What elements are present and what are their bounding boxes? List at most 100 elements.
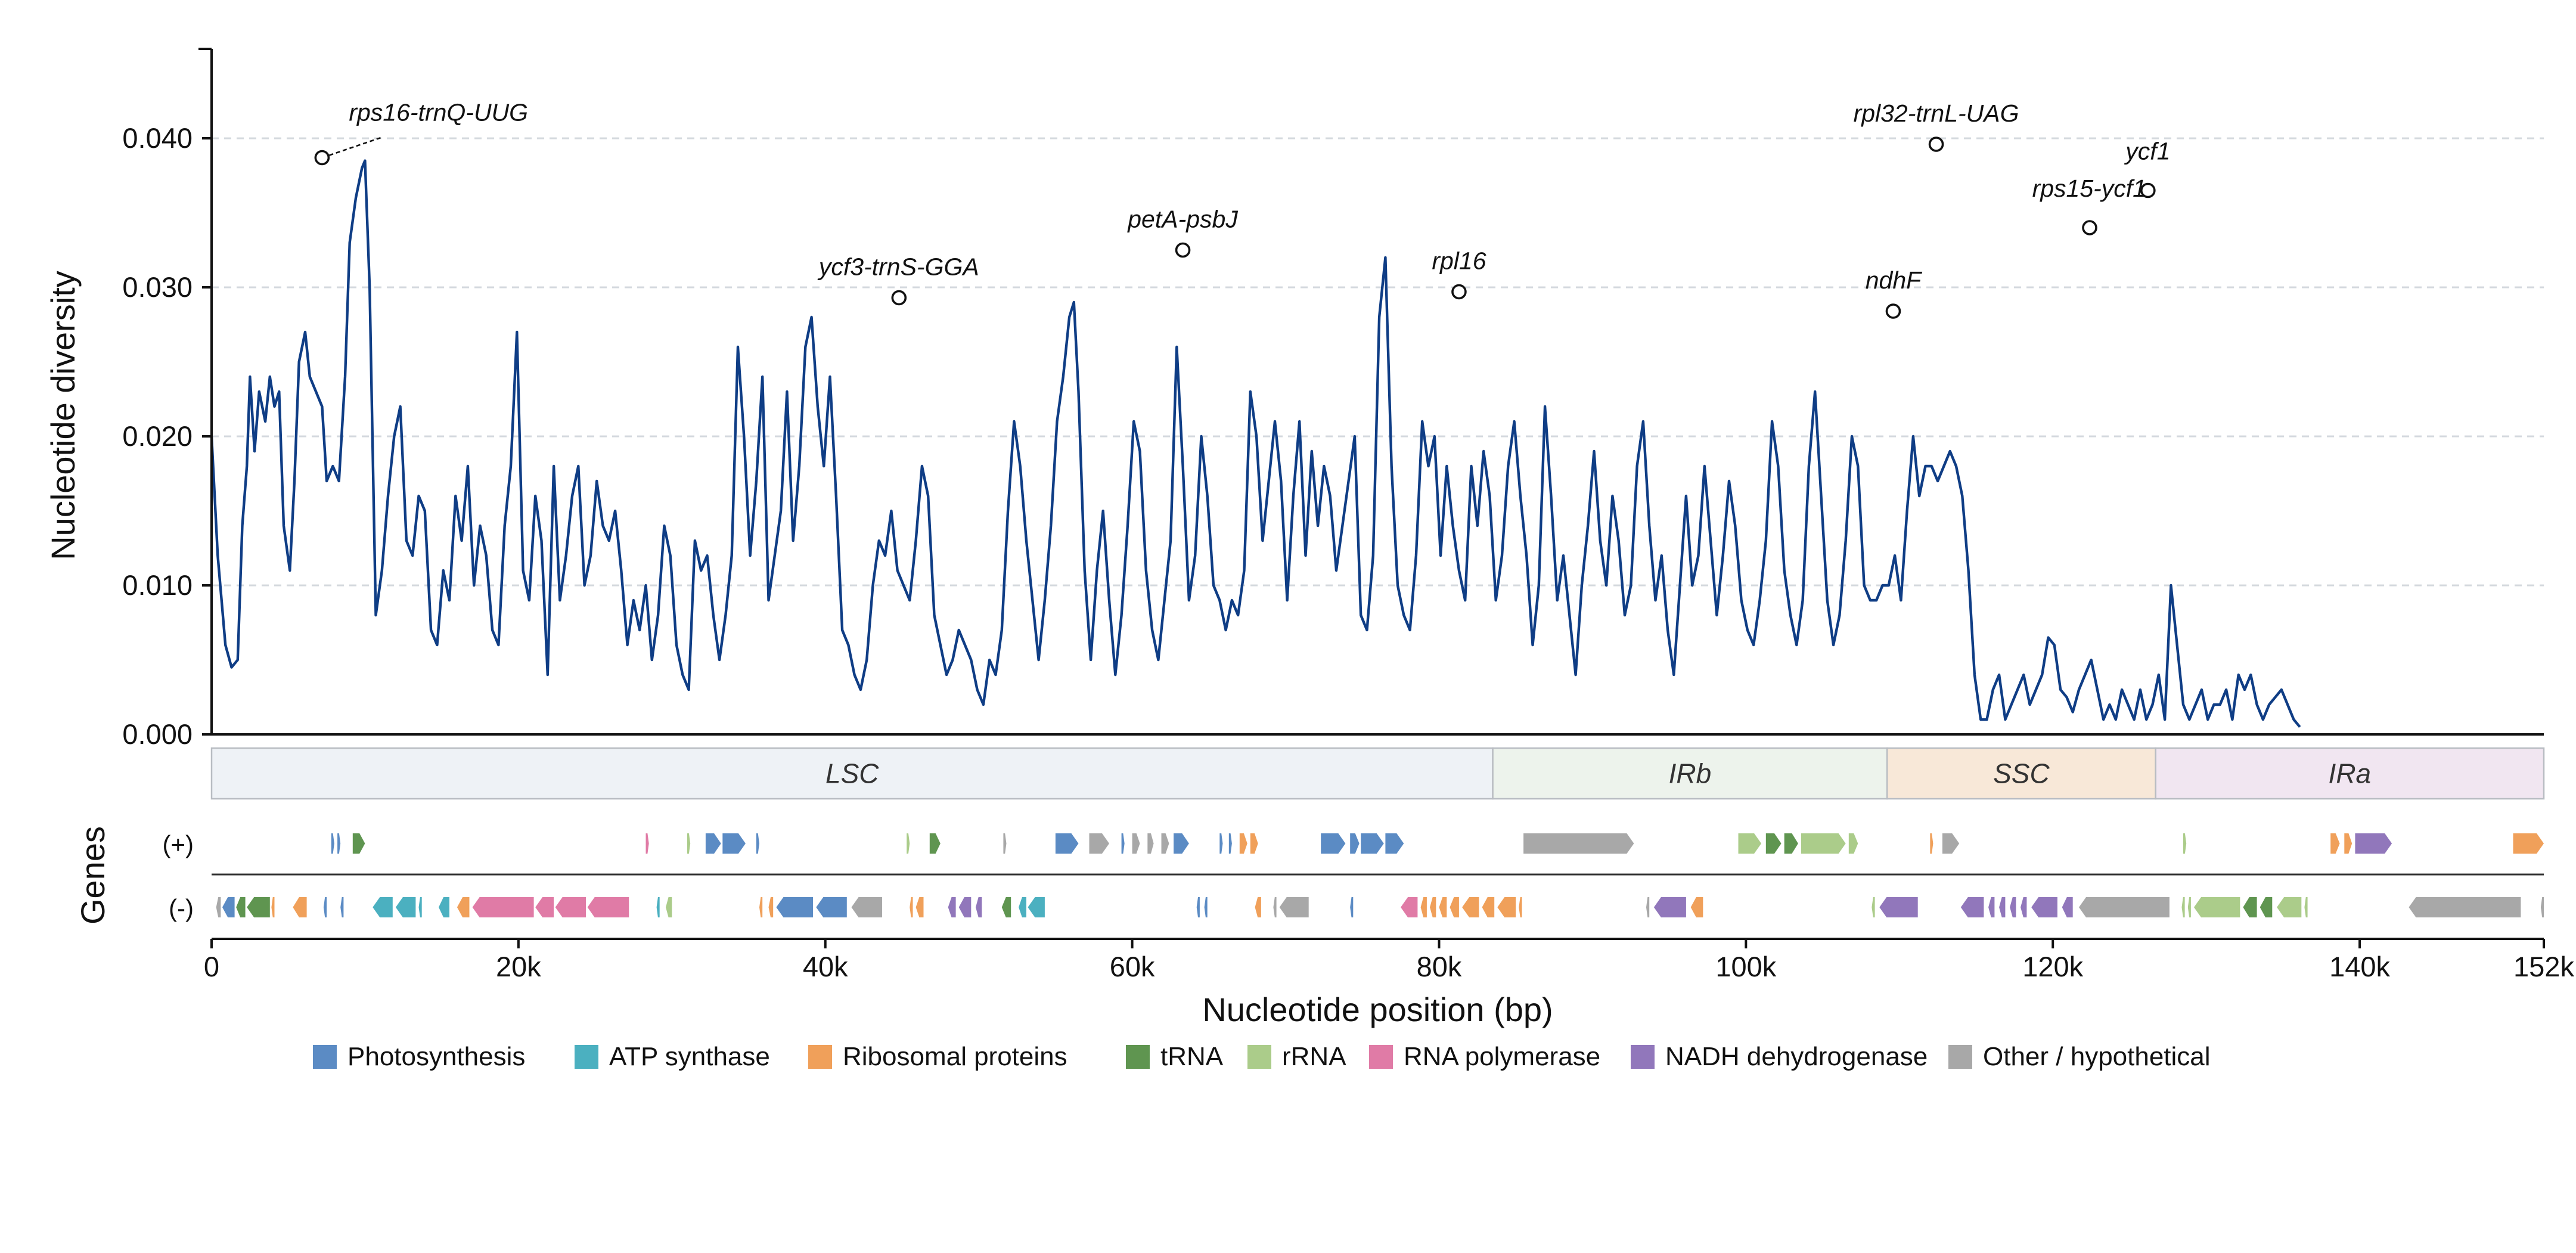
minus-strand-gene <box>2304 897 2308 917</box>
diversity-line-layer <box>210 159 2301 728</box>
genome-region-bar: LSC IRb SSC IRa <box>210 747 2545 800</box>
minus-strand-gene <box>2243 897 2257 917</box>
plus-strand-gene <box>1523 833 1634 854</box>
peak-label: ycf1 <box>2124 138 2170 165</box>
minus-strand-gene <box>1273 897 1277 917</box>
peak-marker <box>1451 284 1467 300</box>
minus-strand-label: (-) <box>169 894 194 922</box>
peak-leader-line <box>328 137 382 156</box>
minus-strand-gene <box>395 897 416 917</box>
minus-strand-gene <box>1255 897 1261 917</box>
peak-annotations: rps16-trnQ-UUG ycf3-trnS-GGA petA-psbJ rpl1… <box>314 99 2170 319</box>
plus-strand-gene <box>1161 833 1169 854</box>
plus-strand-gene <box>1321 833 1346 854</box>
plus-strand-gene <box>907 833 910 854</box>
legend-swatch <box>1247 1045 1271 1069</box>
minus-strand-gene <box>1960 897 1984 917</box>
plus-strand-gene <box>331 833 334 854</box>
region-ira <box>2155 747 2545 800</box>
plus-strand-gene <box>1003 833 1007 854</box>
legend-label: ATP synthase <box>609 1042 770 1071</box>
minus-strand-gene <box>1497 897 1516 917</box>
plus-strand-gene <box>1228 833 1232 854</box>
plus-strand-gene <box>1942 833 1960 854</box>
minus-strand-gene <box>2181 897 2185 917</box>
minus-strand-gene <box>1690 897 1703 917</box>
minus-strand-gene <box>1646 897 1650 917</box>
peak-label: ycf3-trnS-GGA <box>817 253 979 281</box>
minus-strand-gene <box>222 897 235 917</box>
region-ssc <box>1886 747 2156 800</box>
minus-strand-gene <box>2079 897 2170 917</box>
plus-strand-gene <box>1174 833 1189 854</box>
plus-strand-gene <box>705 833 721 854</box>
plus-strand-gene <box>2344 833 2352 854</box>
peak-marker <box>1885 303 1901 319</box>
legend-label: tRNA <box>1160 1042 1224 1071</box>
plus-strand-gene <box>645 833 649 854</box>
x-tick-label: 40k <box>803 951 848 982</box>
minus-strand-gene <box>915 897 924 917</box>
plus-strand-gene <box>2183 833 2187 854</box>
x-tick-label: 152k <box>2513 951 2574 982</box>
plus-strand-gene <box>929 833 941 854</box>
minus-strand-gene <box>948 897 956 917</box>
minus-strand-gene <box>535 897 554 917</box>
x-tick-label: 140k <box>2329 951 2390 982</box>
plus-strand-gene <box>1147 833 1154 854</box>
minus-strand-gene <box>2187 897 2191 917</box>
region-label: IRa <box>2329 758 2372 789</box>
y-tick-label: 0.030 <box>122 271 193 303</box>
peak-label: rpl16 <box>1432 247 1486 275</box>
minus-strand-gene <box>236 897 246 917</box>
x-tick-label: 60k <box>1110 951 1155 982</box>
plus-strand-gene <box>1738 833 1762 854</box>
minus-strand-gene <box>816 897 847 917</box>
x-tick-label: 80k <box>1417 951 1462 982</box>
minus-strand-gene <box>1450 897 1459 917</box>
plus-strand-gene <box>337 833 341 854</box>
gridlines <box>212 137 2544 587</box>
minus-strand-gene <box>1420 897 1427 917</box>
peak-label: rpl32-trnL-UAG <box>1854 100 2019 127</box>
peak-label: rps15-ycf1 <box>2032 175 2146 202</box>
legend-label: Other / hypothetical <box>1983 1042 2211 1071</box>
minus-strand-gene <box>1430 897 1436 917</box>
plus-strand-gene <box>1219 833 1223 854</box>
minus-strand-gene <box>587 897 629 917</box>
minus-strand-gene <box>2277 897 2302 917</box>
legend-swatch <box>1948 1045 1972 1069</box>
minus-strand-gene <box>271 897 275 917</box>
minus-strand-gene <box>457 897 470 917</box>
minus-strand-gene <box>1482 897 1495 917</box>
minus-strand-gene <box>247 897 270 917</box>
minus-strand-gene <box>1350 897 1354 917</box>
minus-strand-gene <box>1028 897 1045 917</box>
minus-strand-gene <box>340 897 344 917</box>
plus-strand-gene <box>1801 833 1846 854</box>
legend-label: rRNA <box>1282 1042 1346 1071</box>
x-tick-label: 0 <box>204 951 219 982</box>
legend-swatch <box>1126 1045 1150 1069</box>
legend-label: Ribosomal proteins <box>843 1042 1067 1071</box>
legend-label: RNA polymerase <box>1404 1042 1600 1071</box>
minus-strand-gene <box>2021 897 2027 917</box>
plot-axes: 0.000 0.010 0.020 0.030 0.040 Nucleotide dive… <box>44 48 2544 750</box>
plus-strand-gene <box>1250 833 1258 854</box>
plus-strand-gene <box>352 833 365 854</box>
peak-label: ndhF <box>1866 266 1922 294</box>
peak-label: rps16-trnQ-UUG <box>349 99 528 126</box>
minus-strand-gene <box>2409 897 2521 917</box>
minus-strand-gene <box>1439 897 1447 917</box>
legend-swatch <box>313 1045 337 1069</box>
minus-strand-gene <box>293 897 307 917</box>
plus-strand-gene <box>2355 833 2392 854</box>
minus-strand-gene <box>1519 897 1522 917</box>
peak-marker <box>891 290 907 306</box>
minus-strand-gene <box>1196 897 1200 917</box>
plus-strand-gene <box>1132 833 1140 854</box>
minus-strand-gene <box>1872 897 1875 917</box>
minus-strand-gene <box>439 897 449 917</box>
minus-strand-gene <box>2260 897 2273 917</box>
